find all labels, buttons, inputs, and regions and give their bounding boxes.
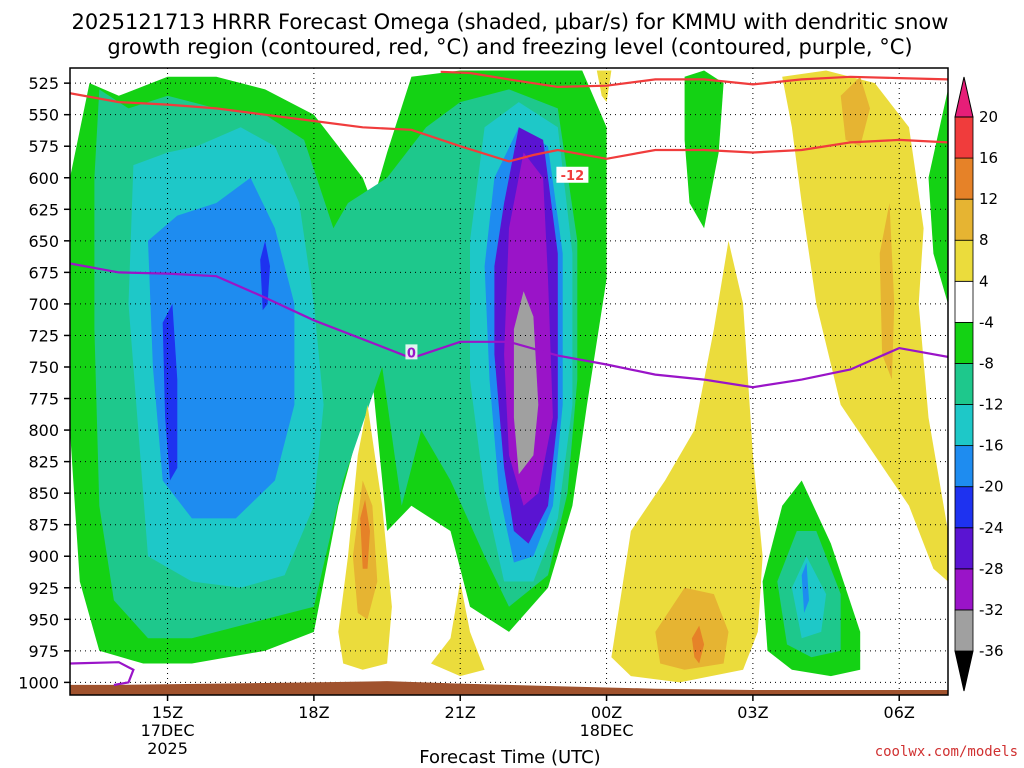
dgz-contour-upper-boundary [440, 70, 948, 89]
y-tick-label-17: 950 [28, 610, 59, 629]
colorbar-label-7: -8 [979, 354, 994, 372]
x-tick-label-4: 03Z [737, 703, 768, 722]
credit-text[interactable]: coolwx.com/models [875, 744, 1018, 760]
y-tick-label-5: 650 [28, 232, 59, 251]
freezing-contour-label: 0 [407, 346, 416, 361]
y-tick-label-0: 525 [28, 74, 59, 93]
terrain-fill [70, 681, 948, 695]
x-tick-label-1: 18Z [298, 703, 329, 722]
x-tick-label-5: 06Z [884, 703, 915, 722]
colorbar-swatch-6 [954, 363, 974, 405]
colorbar-label-10: 8 [979, 231, 989, 249]
colorbar: -36 -32 -28 -24 -20 -16 -12 -8 -4 4 8 12 16 20 [954, 76, 1004, 692]
colorbar-label-1: -32 [979, 601, 1004, 619]
freezing-label-bg [405, 344, 418, 360]
plot-content: -12 0 [70, 68, 948, 695]
colorbar-swatch-0 [954, 609, 974, 652]
omega-region-20 [611, 240, 763, 683]
x-tick-label-0: 15Z [152, 703, 183, 722]
dgz-contour-label: -12 [561, 169, 585, 184]
colorbar-label-3: -24 [979, 519, 1004, 537]
colorbar-label-13: 20 [979, 108, 998, 126]
colorbar-label-4: -20 [979, 478, 1004, 496]
colorbar-label-0: -36 [979, 642, 1004, 660]
colorbar-label-12: 16 [979, 149, 998, 167]
omega-region-7 [260, 240, 270, 311]
y-tick-label-8: 725 [28, 326, 59, 345]
colorbar-swatch-9 [954, 239, 974, 282]
y-tick-label-11: 800 [28, 421, 59, 440]
colorbar-swatch-12 [954, 116, 974, 159]
omega-region-21 [655, 587, 729, 670]
y-tick-label-10: 775 [28, 390, 59, 409]
freezing-level-contour [70, 262, 948, 389]
y-tick-label-1: 550 [28, 106, 59, 125]
y-tick-label-4: 625 [28, 200, 59, 219]
colorbar-bottom-arrow [954, 650, 974, 692]
x-tick-label-2: 21Z [445, 703, 476, 722]
omega-region-25 [360, 499, 370, 569]
y-tick-label-16: 925 [28, 579, 59, 598]
colorbar-label-6: -12 [979, 396, 1004, 414]
y-tick-label-18: 975 [28, 642, 59, 661]
y-tick-label-14: 875 [28, 516, 59, 535]
colorbar-swatch-8 [954, 280, 974, 323]
colorbar-swatch-7 [954, 321, 974, 364]
omega-region-17 [782, 70, 948, 582]
y-tick-label-13: 850 [28, 484, 59, 503]
omega-region-18 [840, 76, 870, 147]
x-tick-sublabel-3: 18DEC [580, 721, 634, 740]
y-tick-label-6: 675 [28, 263, 59, 282]
colorbar-label-11: 12 [979, 190, 998, 208]
chart-title-line2: growth region (contoured, red, °C) and f… [107, 35, 912, 59]
y-tick-label-12: 825 [28, 453, 59, 472]
colorbar-label-9: 4 [979, 272, 989, 290]
y-tick-label-3: 600 [28, 169, 59, 188]
plot-frame [69, 67, 949, 696]
plot-area: -12 0 525 550 575 600 625 650 675 700 725 750 775 800… [18, 67, 949, 758]
colorbar-swatch-2 [954, 527, 974, 570]
dgz-contour-lower-boundary [70, 92, 948, 163]
colorbar-swatch-3 [954, 486, 974, 529]
colorbar-swatch-10 [954, 198, 974, 241]
colorbar-label-5: -16 [979, 437, 1004, 455]
colorbar-swatch-5 [954, 404, 974, 447]
x-axis-label: Forecast Time (UTC) [419, 747, 600, 768]
dgz-label-bg [556, 166, 589, 183]
colorbar-label-2: -28 [979, 560, 1004, 578]
omega-region-12 [928, 89, 948, 304]
colorbar-swatch-11 [954, 157, 974, 200]
colorbar-swatch-4 [954, 445, 974, 488]
colorbar-top-arrow [954, 76, 974, 118]
y-tick-label-9: 750 [28, 358, 59, 377]
y-tick-label-15: 900 [28, 547, 59, 566]
y-tick-label-19: 1000 [18, 673, 59, 692]
omega-region-10 [513, 291, 539, 475]
colorbar-label-8: -4 [979, 313, 994, 331]
freezing-level-surface-contour [70, 661, 135, 686]
omega-region-26 [431, 581, 485, 677]
omega-region-4 [148, 177, 295, 519]
x-tick-label-3: 00Z [591, 703, 622, 722]
chart-title-line1: 2025121713 HRRR Forecast Omega (shaded, … [72, 10, 949, 34]
y-tick-label-2: 575 [28, 137, 59, 156]
y-tick-label-7: 700 [28, 295, 59, 314]
x-tick-sublabel-0: 17DEC [141, 721, 195, 740]
omega-region-22 [691, 625, 705, 664]
omega-region-15 [791, 556, 827, 639]
omega-region-6 [162, 303, 178, 481]
colorbar-swatch-1 [954, 568, 974, 611]
x-tick-year-label-0: 2025 [147, 739, 188, 758]
